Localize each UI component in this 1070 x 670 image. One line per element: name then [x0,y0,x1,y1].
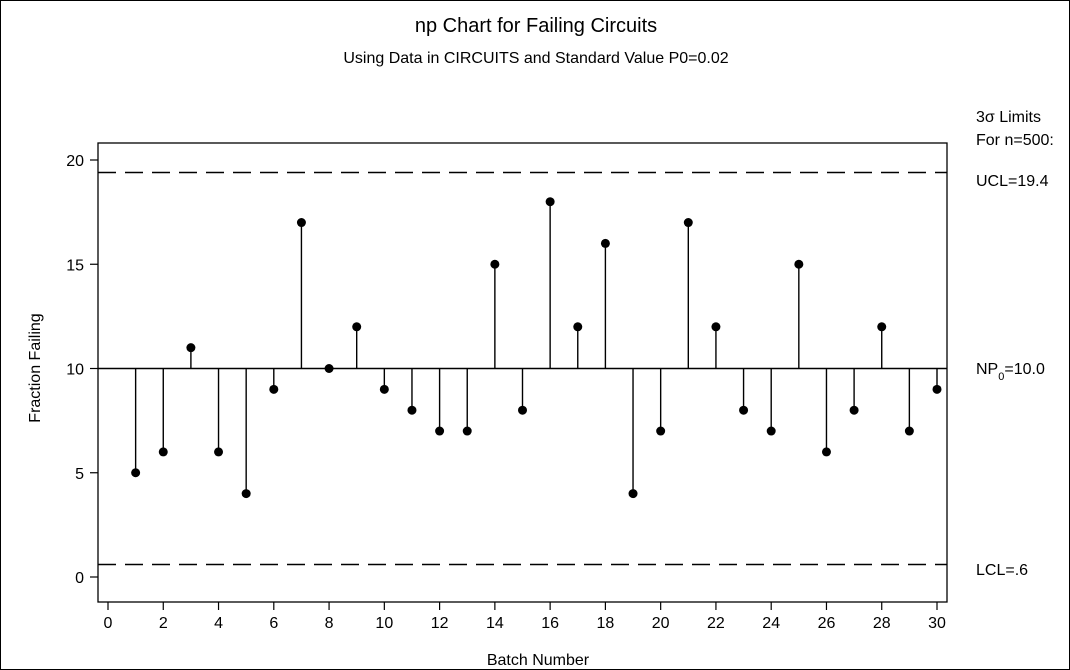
data-point-19 [628,489,638,499]
data-point-29 [904,426,914,436]
x-tick-label-0: 0 [104,615,113,632]
data-point-5 [241,489,251,499]
x-tick-label-12: 12 [431,615,449,632]
x-tick-label-4: 4 [214,615,223,632]
x-axis-label: Batch Number [487,652,590,669]
center-label-subscript: 0 [998,371,1004,383]
data-point-13 [462,426,472,436]
chart-title: np Chart for Failing Circuits [415,15,657,37]
x-tick-label-30: 30 [928,615,946,632]
data-point-11 [407,405,417,415]
data-point-27 [849,405,859,415]
y-tick-label-20: 20 [66,153,84,170]
data-point-2 [158,447,168,457]
x-tick-label-26: 26 [818,615,836,632]
x-tick-label-8: 8 [325,615,334,632]
y-tick-label-0: 0 [75,570,84,587]
y-tick-label-5: 5 [75,466,84,483]
data-point-14 [490,259,500,269]
data-point-23 [739,405,749,415]
data-point-22 [711,322,721,332]
x-tick-label-2: 2 [159,615,168,632]
lcl-label: LCL=.6 [976,562,1028,579]
center-label-value: =10.0 [1004,361,1045,378]
limits-header-line1: 3σ Limits [976,109,1041,126]
data-point-1 [131,468,141,478]
x-tick-label-10: 10 [375,615,393,632]
data-point-18 [600,238,610,248]
data-point-9 [352,322,362,332]
data-point-3 [186,343,196,353]
data-point-26 [821,447,831,457]
data-point-6 [269,384,279,394]
data-point-28 [877,322,887,332]
x-tick-label-16: 16 [541,615,559,632]
data-point-20 [656,426,666,436]
x-tick-label-6: 6 [269,615,278,632]
data-point-16 [545,197,555,207]
data-point-30 [932,384,942,394]
data-point-15 [518,405,527,415]
data-point-25 [794,259,804,269]
chart-subtitle: Using Data in CIRCUITS and Standard Valu… [343,50,728,67]
x-tick-label-22: 22 [707,615,725,632]
data-point-12 [435,426,445,436]
x-tick-label-18: 18 [597,615,615,632]
plot-area-border [97,142,948,603]
x-tick-label-14: 14 [486,615,504,632]
data-point-8 [324,364,334,373]
data-point-10 [379,384,389,394]
data-point-24 [766,426,776,436]
data-point-7 [296,218,306,228]
limits-header-line2: For n=500: [976,132,1054,149]
y-tick-label-15: 15 [66,257,84,274]
y-tick-label-10: 10 [66,362,84,379]
center-label-main: NP [976,361,998,378]
x-tick-label-20: 20 [652,615,670,632]
ucl-label: UCL=19.4 [976,173,1049,190]
data-point-21 [683,218,693,228]
data-point-17 [573,322,583,332]
x-tick-label-28: 28 [873,615,891,632]
center-line-label: NP0=10.0 [976,361,1045,383]
x-tick-label-24: 24 [762,615,780,632]
y-axis-label: Fraction Failing [27,313,44,422]
data-point-4 [214,447,224,457]
